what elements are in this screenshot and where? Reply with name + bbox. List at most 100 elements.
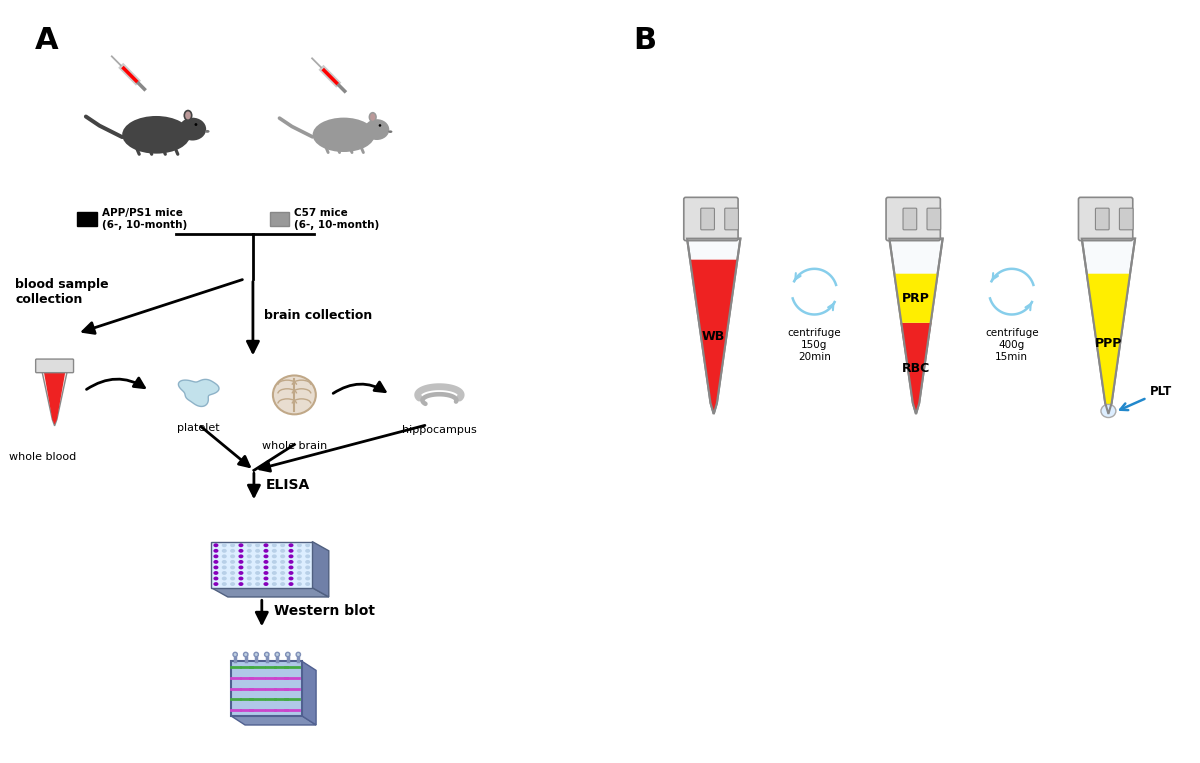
Ellipse shape xyxy=(239,577,244,581)
Ellipse shape xyxy=(247,571,252,575)
Ellipse shape xyxy=(305,543,311,547)
Circle shape xyxy=(254,652,258,657)
Ellipse shape xyxy=(222,543,227,547)
Polygon shape xyxy=(211,588,329,597)
Circle shape xyxy=(244,652,248,657)
Ellipse shape xyxy=(239,543,244,547)
Polygon shape xyxy=(302,662,316,725)
Ellipse shape xyxy=(288,555,294,559)
Polygon shape xyxy=(312,542,329,597)
Ellipse shape xyxy=(305,555,311,559)
FancyBboxPatch shape xyxy=(1120,208,1133,230)
Ellipse shape xyxy=(256,565,260,569)
Ellipse shape xyxy=(239,571,244,575)
Ellipse shape xyxy=(247,582,252,586)
Text: whole blood: whole blood xyxy=(10,452,77,462)
Polygon shape xyxy=(688,239,740,414)
Ellipse shape xyxy=(230,549,235,552)
Bar xyxy=(270,212,289,226)
Ellipse shape xyxy=(222,565,227,569)
Ellipse shape xyxy=(280,549,286,552)
Ellipse shape xyxy=(305,577,311,581)
Text: C57 mice
(6-, 10-month): C57 mice (6-, 10-month) xyxy=(294,208,379,230)
Ellipse shape xyxy=(247,565,252,569)
Text: centrifuge
150g
20min: centrifuge 150g 20min xyxy=(787,328,841,362)
Ellipse shape xyxy=(264,571,269,575)
FancyBboxPatch shape xyxy=(886,198,941,240)
Ellipse shape xyxy=(271,549,277,552)
Ellipse shape xyxy=(185,111,191,119)
Ellipse shape xyxy=(122,116,191,153)
Ellipse shape xyxy=(389,130,392,133)
Text: RBC: RBC xyxy=(902,362,930,375)
FancyBboxPatch shape xyxy=(904,208,917,230)
Ellipse shape xyxy=(368,112,377,122)
Ellipse shape xyxy=(230,543,235,547)
Ellipse shape xyxy=(296,565,302,569)
Text: APP/PS1 mice
(6-, 10-month): APP/PS1 mice (6-, 10-month) xyxy=(102,208,187,230)
Ellipse shape xyxy=(214,560,218,564)
Text: platelet: platelet xyxy=(178,423,220,433)
Ellipse shape xyxy=(256,577,260,581)
Ellipse shape xyxy=(379,124,382,127)
Bar xyxy=(77,212,97,226)
Ellipse shape xyxy=(239,549,244,552)
Ellipse shape xyxy=(313,118,374,152)
FancyBboxPatch shape xyxy=(684,198,738,240)
FancyBboxPatch shape xyxy=(928,208,941,230)
Ellipse shape xyxy=(280,582,286,586)
Ellipse shape xyxy=(205,130,210,133)
Ellipse shape xyxy=(305,571,311,575)
Text: hippocampus: hippocampus xyxy=(402,425,476,435)
Ellipse shape xyxy=(230,571,235,575)
Polygon shape xyxy=(179,379,220,407)
Ellipse shape xyxy=(194,123,197,126)
Ellipse shape xyxy=(288,543,294,547)
Polygon shape xyxy=(44,373,65,424)
Ellipse shape xyxy=(305,582,311,586)
Ellipse shape xyxy=(288,571,294,575)
Ellipse shape xyxy=(247,555,252,559)
Ellipse shape xyxy=(288,560,294,564)
Ellipse shape xyxy=(256,555,260,559)
FancyBboxPatch shape xyxy=(1079,198,1133,240)
Ellipse shape xyxy=(214,582,218,586)
Ellipse shape xyxy=(222,571,227,575)
Ellipse shape xyxy=(230,565,235,569)
Ellipse shape xyxy=(264,582,269,586)
Ellipse shape xyxy=(239,560,244,564)
Ellipse shape xyxy=(230,560,235,564)
Text: B: B xyxy=(632,26,656,55)
Ellipse shape xyxy=(256,543,260,547)
FancyBboxPatch shape xyxy=(701,208,714,230)
Ellipse shape xyxy=(222,582,227,586)
Ellipse shape xyxy=(370,114,376,121)
Text: A: A xyxy=(35,26,59,55)
Ellipse shape xyxy=(214,549,218,552)
Ellipse shape xyxy=(271,565,277,569)
Ellipse shape xyxy=(239,555,244,559)
Ellipse shape xyxy=(271,582,277,586)
Ellipse shape xyxy=(296,549,302,552)
Ellipse shape xyxy=(296,543,302,547)
Ellipse shape xyxy=(222,560,227,564)
FancyBboxPatch shape xyxy=(36,359,73,372)
Ellipse shape xyxy=(365,119,389,140)
Circle shape xyxy=(286,652,290,657)
Ellipse shape xyxy=(256,560,260,564)
Ellipse shape xyxy=(222,549,227,552)
Ellipse shape xyxy=(179,118,206,140)
Ellipse shape xyxy=(296,571,302,575)
Ellipse shape xyxy=(184,110,192,121)
Circle shape xyxy=(275,652,280,657)
Ellipse shape xyxy=(230,582,235,586)
Ellipse shape xyxy=(247,560,252,564)
Ellipse shape xyxy=(280,565,286,569)
Ellipse shape xyxy=(214,555,218,559)
Polygon shape xyxy=(894,274,938,323)
Text: PLT: PLT xyxy=(1120,385,1172,410)
Ellipse shape xyxy=(230,555,235,559)
Ellipse shape xyxy=(264,549,269,552)
Ellipse shape xyxy=(214,571,218,575)
Ellipse shape xyxy=(288,582,294,586)
